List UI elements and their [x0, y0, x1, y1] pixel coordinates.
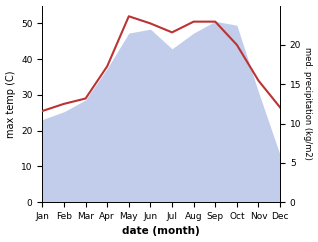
- Y-axis label: max temp (C): max temp (C): [5, 70, 16, 138]
- X-axis label: date (month): date (month): [122, 227, 200, 236]
- Y-axis label: med. precipitation (kg/m2): med. precipitation (kg/m2): [303, 47, 313, 160]
